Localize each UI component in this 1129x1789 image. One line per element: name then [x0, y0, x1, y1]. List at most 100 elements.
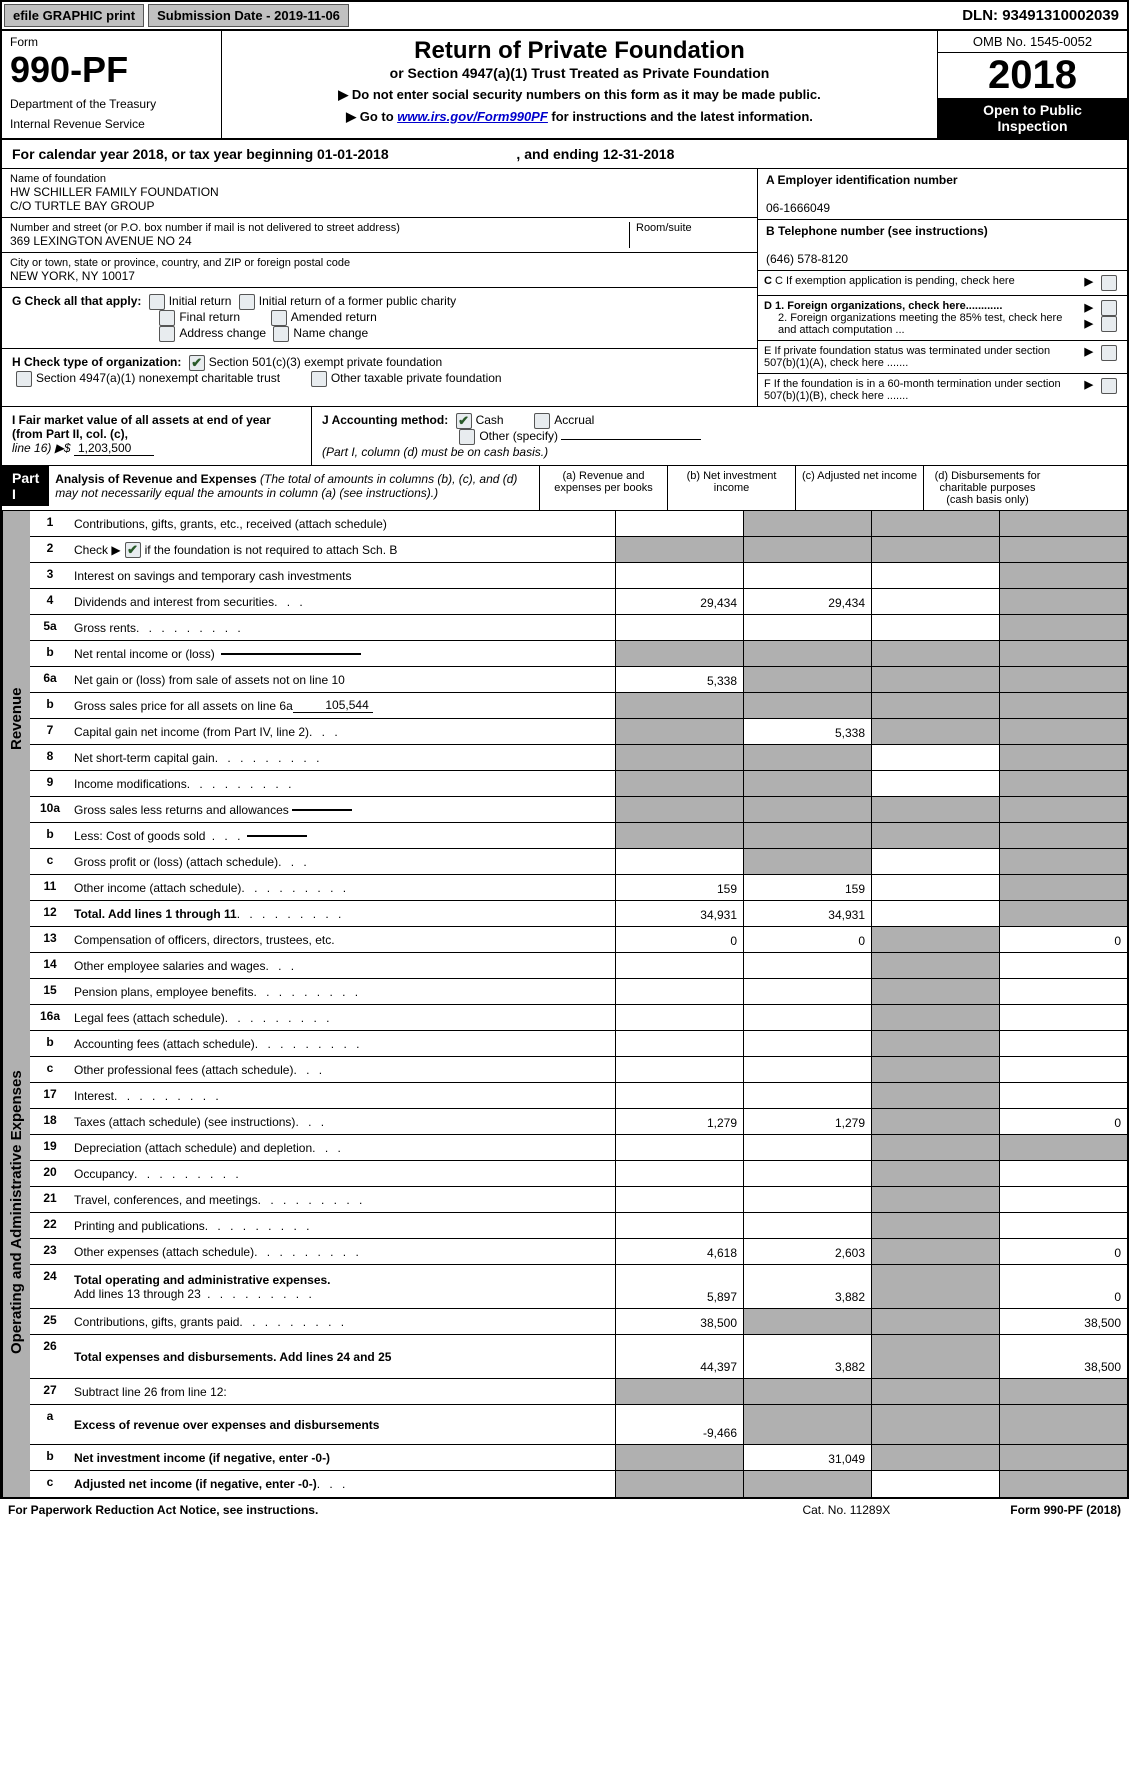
j-accrual: Accrual [554, 413, 594, 427]
i-amount: 1,203,500 [74, 441, 154, 456]
l25-d: 38,500 [999, 1309, 1127, 1334]
foundation-name-2: C/O TURTLE BAY GROUP [10, 199, 749, 213]
l15: Pension plans, employee benefits [70, 979, 615, 1004]
form-title: Return of Private Foundation [228, 37, 931, 65]
addr-label: Number and street (or P.O. box number if… [10, 222, 629, 234]
col-d-hdr: (d) Disbursements for charitable purpose… [923, 466, 1051, 510]
ij-row: I Fair market value of all assets at end… [2, 407, 1127, 466]
cb-501c3[interactable] [189, 355, 205, 371]
i-block: I Fair market value of all assets at end… [2, 407, 312, 465]
e-label: E If private foundation status was termi… [764, 345, 1081, 369]
l7-b: 5,338 [743, 719, 871, 744]
calyear-end: 12-31-2018 [603, 146, 675, 162]
revenue-side-label: Revenue [2, 511, 30, 927]
l9: Income modifications [70, 771, 615, 796]
cb-initial-former[interactable] [239, 294, 255, 310]
l27b: Net investment income (if negative, ente… [70, 1445, 615, 1470]
d1-label: D 1. Foreign organizations, check here..… [764, 300, 1002, 312]
g-opt-2: Final return [179, 310, 240, 324]
cb-e[interactable] [1101, 345, 1117, 361]
h-opt-3: Other taxable private foundation [331, 371, 502, 385]
col-b-hdr: (b) Net investment income [667, 466, 795, 510]
cb-name-change[interactable] [273, 326, 289, 342]
instr-2-pre: ▶ Go to [346, 109, 397, 124]
cb-other-taxable[interactable] [311, 371, 327, 387]
l10a-box[interactable] [292, 809, 352, 811]
l11: Other income (attach schedule) [70, 875, 615, 900]
l7: Capital gain net income (from Part IV, l… [70, 719, 615, 744]
cb-initial-return[interactable] [149, 294, 165, 310]
l13-a: 0 [615, 927, 743, 952]
cb-address-change[interactable] [159, 326, 175, 342]
h-label: H Check type of organization: [12, 355, 181, 369]
submission-label: Submission Date - [157, 8, 270, 23]
l2: Check ▶ if the foundation is not require… [70, 537, 615, 562]
l20: Occupancy [70, 1161, 615, 1186]
cb-final-return[interactable] [159, 310, 175, 326]
l5a: Gross rents [70, 615, 615, 640]
form-number: 990-PF [10, 49, 213, 91]
l18-b: 1,279 [743, 1109, 871, 1134]
dept-irs: Internal Revenue Service [10, 117, 213, 131]
footer: For Paperwork Reduction Act Notice, see … [0, 1499, 1129, 1521]
cb-l2[interactable] [125, 542, 141, 558]
h-check-row: H Check type of organization: Section 50… [2, 349, 757, 393]
instr-2-post: for instructions and the latest informat… [548, 109, 813, 124]
l10b-box[interactable] [247, 835, 307, 837]
form-header: Form 990-PF Department of the Treasury I… [2, 31, 1127, 140]
l16b: Accounting fees (attach schedule) [70, 1031, 615, 1056]
l12-a: 34,931 [615, 901, 743, 926]
l27b-b: 31,049 [743, 1445, 871, 1470]
cb-accrual[interactable] [534, 413, 550, 429]
irs-link[interactable]: www.irs.gov/Form990PF [397, 109, 548, 124]
footer-mid: Cat. No. 11289X [802, 1503, 890, 1517]
address-block: Number and street (or P.O. box number if… [2, 218, 757, 253]
cb-c[interactable] [1101, 275, 1117, 291]
city-value: NEW YORK, NY 10017 [10, 269, 749, 283]
g-check-row: G Check all that apply: Initial return I… [2, 288, 757, 349]
c-label: C If exemption application is pending, c… [775, 275, 1015, 287]
arrow-icon: ▶ [1085, 378, 1093, 391]
l26-b: 3,882 [743, 1335, 871, 1378]
cb-other-method[interactable] [459, 429, 475, 445]
city-block: City or town, state or province, country… [2, 253, 757, 288]
part1-header-row: Part I Analysis of Revenue and Expenses … [2, 466, 1127, 511]
top-bar: efile GRAPHIC print Submission Date - 20… [2, 2, 1127, 31]
l5b: Net rental income or (loss) [70, 641, 615, 666]
cb-d2[interactable] [1101, 316, 1117, 332]
l25: Contributions, gifts, grants paid [70, 1309, 615, 1334]
header-mid: Return of Private Foundation or Section … [222, 31, 937, 138]
h-opt-1: Section 501(c)(3) exempt private foundat… [209, 355, 442, 369]
info-grid: Name of foundation HW SCHILLER FAMILY FO… [2, 169, 1127, 407]
j-other: Other (specify) [479, 429, 558, 443]
l23-b: 2,603 [743, 1239, 871, 1264]
b-block: B Telephone number (see instructions) (6… [758, 220, 1127, 271]
l18-a: 1,279 [615, 1109, 743, 1134]
l26-d: 38,500 [999, 1335, 1127, 1378]
l22: Printing and publications [70, 1213, 615, 1238]
l16a: Legal fees (attach schedule) [70, 1005, 615, 1030]
l8: Net short-term capital gain [70, 745, 615, 770]
form-word: Form [10, 35, 213, 49]
cb-d1[interactable] [1101, 300, 1117, 316]
e-block: E If private foundation status was termi… [758, 341, 1127, 374]
l10b: Less: Cost of goods sold [70, 823, 615, 848]
l5b-box[interactable] [221, 653, 361, 655]
l27c: Adjusted net income (if negative, enter … [70, 1471, 615, 1497]
calendar-year-row: For calendar year 2018, or tax year begi… [2, 140, 1127, 169]
l4-a: 29,434 [615, 589, 743, 614]
efile-button[interactable]: efile GRAPHIC print [4, 4, 144, 27]
l18: Taxes (attach schedule) (see instruction… [70, 1109, 615, 1134]
open-public-badge: Open to Public Inspection [938, 98, 1127, 138]
d2-label: 2. Foreign organizations meeting the 85%… [764, 312, 1081, 336]
b-value: (646) 578-8120 [766, 252, 848, 266]
j-other-input[interactable] [561, 439, 701, 440]
cb-f[interactable] [1101, 378, 1117, 394]
l13-b: 0 [743, 927, 871, 952]
l1: Contributions, gifts, grants, etc., rece… [70, 511, 615, 536]
j-cash: Cash [476, 413, 504, 427]
cb-amended[interactable] [271, 310, 287, 326]
cb-cash[interactable] [456, 413, 472, 429]
j-label: J Accounting method: [322, 413, 448, 427]
cb-4947[interactable] [16, 371, 32, 387]
